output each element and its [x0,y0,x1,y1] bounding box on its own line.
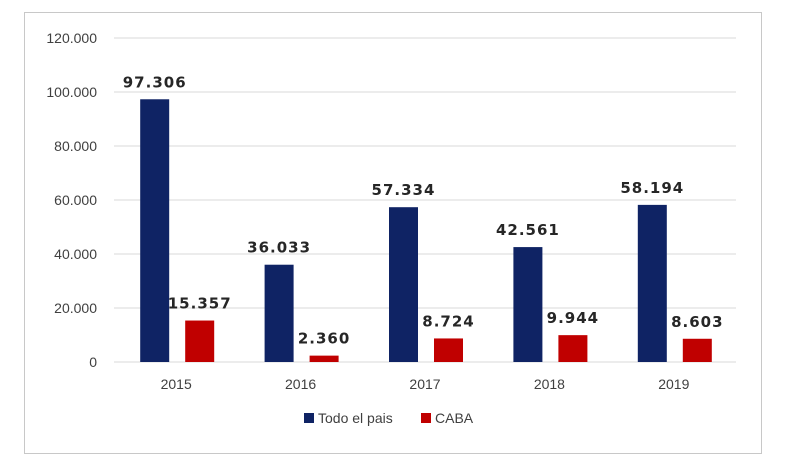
bar-todo-el-pais-2016 [264,264,294,362]
bar-caba-2015 [185,320,215,362]
data-label: 8.724 [422,312,474,330]
y-tick-label: 0 [89,354,97,370]
legend-label: Todo el pais [318,410,393,426]
legend-label: CABA [435,410,474,426]
data-label: 57.334 [372,181,436,199]
bar-caba-2017 [434,338,463,362]
legend-swatch [421,413,431,423]
y-tick-label: 20.000 [54,300,97,316]
bar-todo-el-pais-2017 [389,207,418,362]
x-tick-label: 2016 [285,376,316,392]
bar-todo-el-pais-2018 [513,247,543,362]
bar-caba-2018 [558,335,588,362]
x-tick-label: 2015 [161,376,192,392]
data-label: 58.194 [620,179,684,197]
data-label: 42.561 [496,221,560,239]
data-label: 8.603 [671,313,723,331]
data-label: 36.033 [247,239,311,257]
data-label: 9.944 [547,309,599,327]
y-tick-label: 60.000 [54,192,97,208]
y-tick-label: 100.000 [46,84,97,100]
bar-caba-2016 [309,355,339,362]
y-tick-label: 120.000 [46,30,97,46]
bar-todo-el-pais-2015 [140,99,170,362]
data-label: 97.306 [123,73,187,91]
bar-caba-2019 [682,338,712,362]
x-tick-label: 2019 [658,376,689,392]
legend-swatch [304,413,314,423]
y-tick-label: 80.000 [54,138,97,154]
data-label: 15.357 [168,295,232,313]
x-tick-label: 2017 [409,376,440,392]
bar-todo-el-pais-2019 [637,204,667,362]
y-tick-label: 40.000 [54,246,97,262]
data-label: 2.360 [298,330,350,348]
x-tick-label: 2018 [534,376,565,392]
